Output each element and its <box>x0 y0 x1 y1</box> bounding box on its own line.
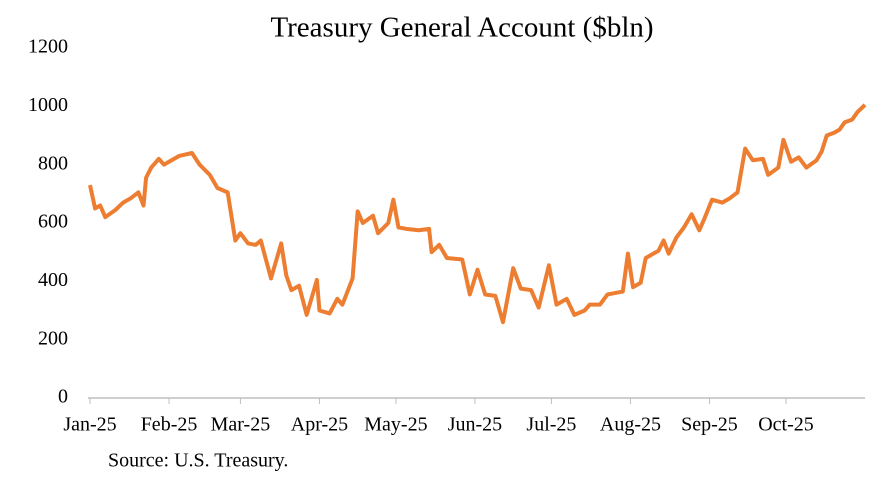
x-tick-label: Apr-25 <box>291 414 348 436</box>
line <box>88 103 867 325</box>
x-tick-label: Feb-25 <box>141 414 198 436</box>
x-tick-label: Sep-25 <box>681 414 738 436</box>
x-tick-label: Jan-25 <box>63 414 116 436</box>
y-tick-label: 1000 <box>28 94 68 116</box>
y-tick-label: 600 <box>38 211 68 233</box>
x-tick-label: May-25 <box>364 414 427 436</box>
y-tick-label: 400 <box>38 269 68 291</box>
x-tick-label: Mar-25 <box>211 414 271 436</box>
y-tick-label: 1200 <box>28 36 68 58</box>
y-tick-label: 0 <box>58 386 68 408</box>
x-tick-label: Jul-25 <box>526 414 576 436</box>
source: Source: U.S. Treasury. <box>108 450 288 472</box>
y-tick-label: 200 <box>38 327 68 349</box>
y-tick-label: 800 <box>38 152 68 174</box>
chart-title: Treasury General Account ($bln) <box>270 12 653 44</box>
x-tick-label: Aug-25 <box>600 414 661 436</box>
x-tick-label: Oct-25 <box>758 414 814 436</box>
x-tick-label: Jun-25 <box>448 414 502 436</box>
